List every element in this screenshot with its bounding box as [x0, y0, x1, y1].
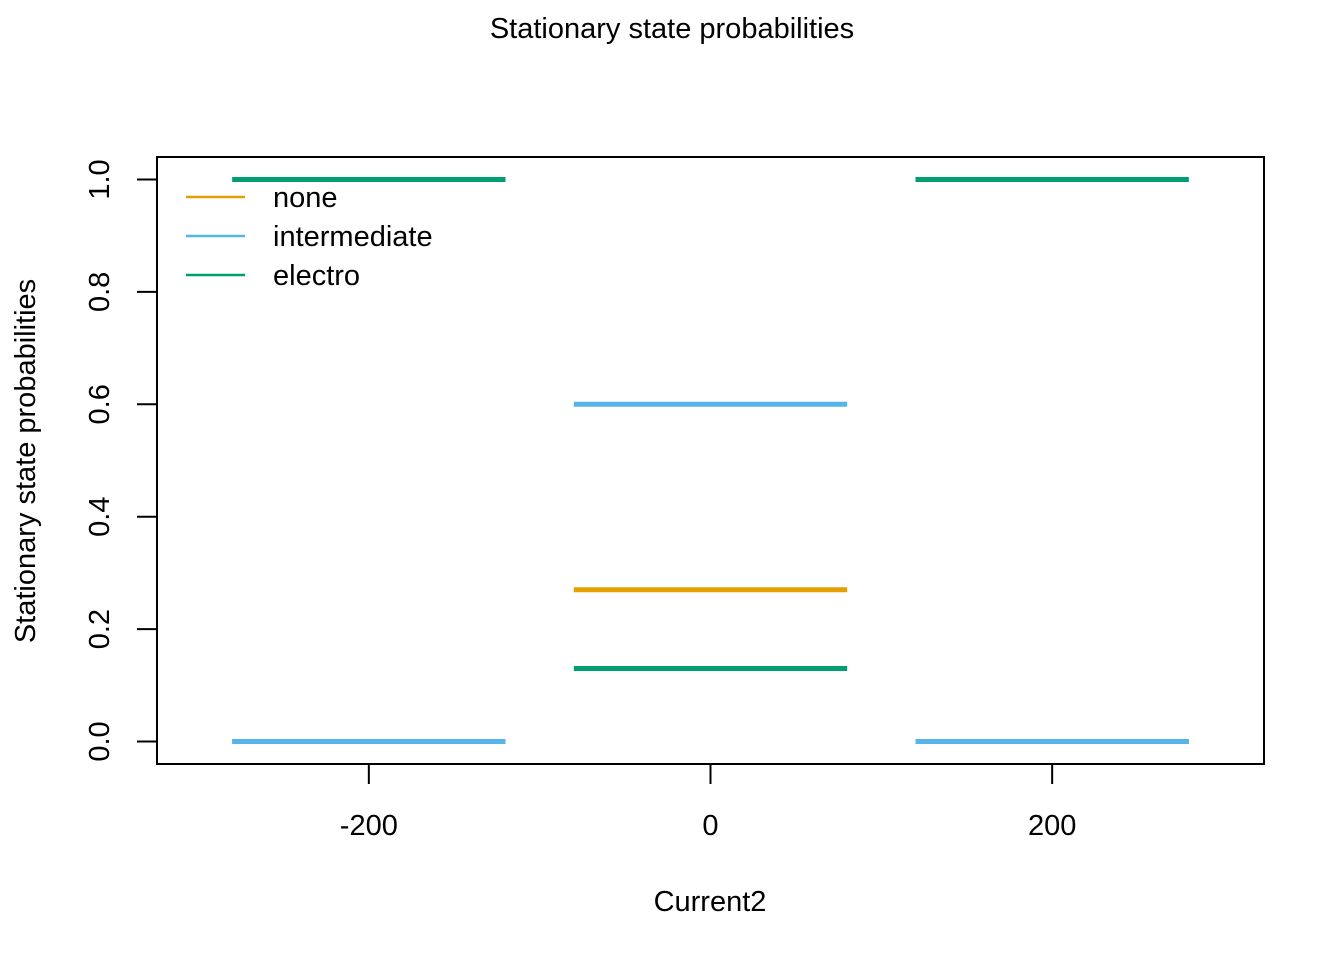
legend-label: intermediate — [273, 221, 433, 253]
legend-label: none — [273, 182, 338, 214]
y-tick-label: 0.2 — [84, 609, 116, 649]
y-tick-label: 0.0 — [84, 721, 116, 761]
y-tick-label: 0.6 — [84, 384, 116, 424]
series-electro — [232, 176, 1189, 671]
legend-label: electro — [273, 260, 360, 292]
series-none — [232, 587, 1189, 745]
x-axis: -200 0 200 — [340, 764, 1076, 842]
y-tick-label: 0.4 — [84, 497, 116, 537]
y-tick-label: 0.8 — [84, 272, 116, 312]
y-axis-label: Stationary state probabilities — [10, 279, 42, 643]
x-tick-label: 200 — [1028, 810, 1076, 842]
y-axis: 0.0 0.2 0.4 0.6 0.8 1.0 — [84, 159, 157, 762]
y-tick-label: 1.0 — [84, 159, 116, 199]
x-tick-label: 0 — [702, 810, 718, 842]
x-tick-label: -200 — [340, 810, 398, 842]
x-axis-label: Current2 — [654, 886, 767, 918]
series-layer — [232, 176, 1189, 745]
legend: none intermediate electro — [186, 182, 433, 292]
chart-title: Stationary state probabilities — [490, 13, 854, 45]
series-intermediate — [232, 401, 1189, 745]
